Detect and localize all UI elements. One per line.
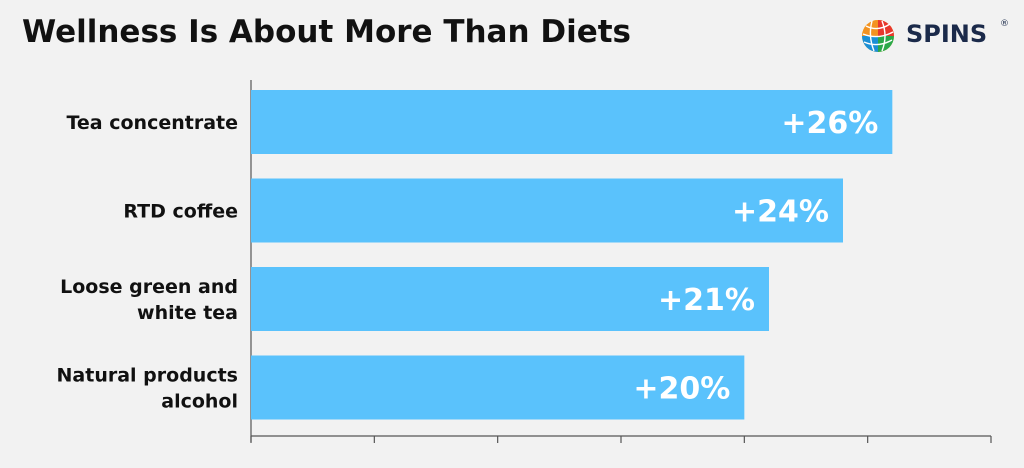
category-label: Natural products <box>57 365 238 387</box>
category-label: white tea <box>137 302 238 324</box>
bar <box>251 267 769 331</box>
bar-value-label: +21% <box>658 283 755 318</box>
bar <box>251 178 843 243</box>
globe-icon <box>862 20 894 52</box>
bar-value-label: +26% <box>781 106 878 141</box>
category-label: RTD coffee <box>123 201 238 223</box>
chart-title: Wellness Is About More Than Diets <box>22 14 631 50</box>
logo-registered-mark: ® <box>1000 19 1009 29</box>
spins-logo: SPINS ® <box>858 16 1018 56</box>
logo-text: SPINS <box>906 20 988 48</box>
bar <box>251 90 893 154</box>
bar-value-label: +24% <box>732 195 829 230</box>
category-label: alcohol <box>161 391 238 413</box>
category-label: Tea concentrate <box>66 112 238 134</box>
category-label: Loose green and <box>60 276 238 298</box>
bar <box>251 355 745 420</box>
bar-value-label: +20% <box>633 372 730 407</box>
